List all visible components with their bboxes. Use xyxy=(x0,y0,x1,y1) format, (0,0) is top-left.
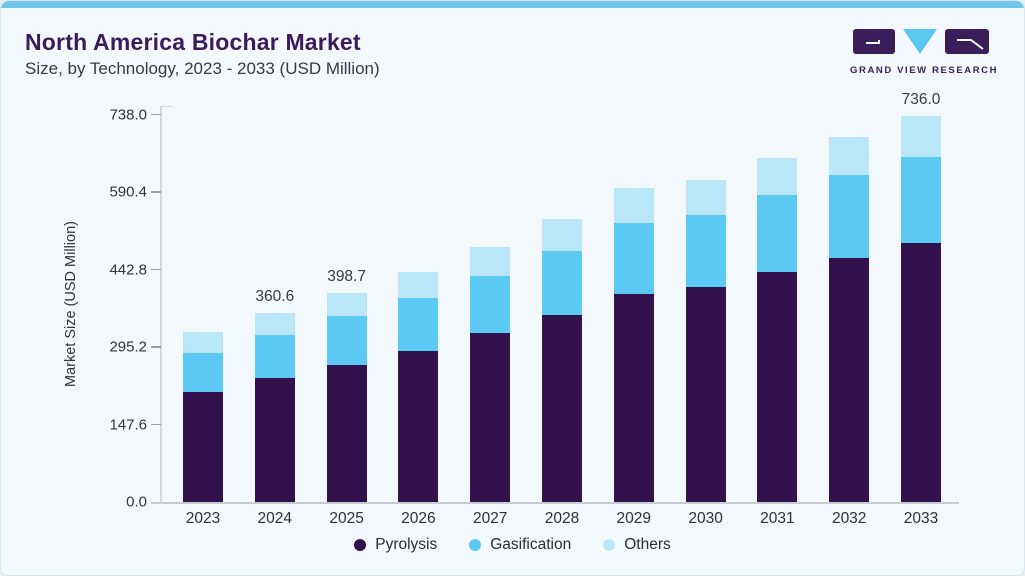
legend-dot-icon xyxy=(603,539,616,551)
bar-segment-others-2026 xyxy=(398,272,439,299)
top-accent-strip xyxy=(1,1,1024,8)
x-tick-label-2032: 2032 xyxy=(831,510,867,527)
bar-segment-pyrolysis-2025 xyxy=(326,364,367,502)
y-tick-mark xyxy=(151,191,161,193)
y-tick-label: 738.0 xyxy=(109,106,147,124)
bar-segment-gasification-2030 xyxy=(685,215,726,288)
y-axis-title: Market Size (USD Million) xyxy=(63,221,79,387)
bar-segment-pyrolysis-2029 xyxy=(613,293,654,502)
bar-segment-others-2032 xyxy=(829,137,870,176)
bar-segment-pyrolysis-2023 xyxy=(183,391,223,502)
legend-label: Others xyxy=(624,536,671,553)
bar-segment-gasification-2026 xyxy=(398,298,439,351)
bar-segment-gasification-2029 xyxy=(613,222,654,294)
y-axis-cap xyxy=(160,105,173,108)
x-tick-label-2024: 2024 xyxy=(257,510,293,527)
y-tick-mark xyxy=(151,113,161,116)
bar-segment-pyrolysis-2032 xyxy=(829,257,870,502)
bar-segment-others-2030 xyxy=(685,179,726,216)
y-tick-label: 0.0 xyxy=(126,493,147,511)
page-title: North America Biochar Market xyxy=(25,29,361,55)
legend-item-gasification: Gasification xyxy=(469,536,571,554)
y-tick-mark xyxy=(151,268,161,271)
bar-segment-gasification-2032 xyxy=(829,175,870,258)
y-axis-line xyxy=(160,105,162,502)
bar-segment-gasification-2027 xyxy=(470,275,511,334)
x-tick-label-2033: 2033 xyxy=(903,510,939,527)
y-tick-mark xyxy=(151,346,161,348)
bar-segment-others-2033 xyxy=(901,115,941,157)
legend-label: Pyrolysis xyxy=(375,536,438,553)
x-tick-label-2029: 2029 xyxy=(616,510,652,527)
bar-segment-others-2029 xyxy=(613,187,654,223)
bar-total-label-2033: 736.0 xyxy=(901,90,941,108)
x-tick-label-2028: 2028 xyxy=(544,510,580,527)
bar-segment-others-2023 xyxy=(183,332,223,353)
bar-segment-gasification-2024 xyxy=(254,335,295,379)
y-tick-label: 295.2 xyxy=(109,338,147,356)
legend-item-pyrolysis: Pyrolysis xyxy=(354,536,437,554)
bar-segment-pyrolysis-2026 xyxy=(398,350,439,502)
chart-legend: Pyrolysis Gasification Others xyxy=(1,536,1024,554)
bar-segment-gasification-2023 xyxy=(183,352,223,392)
bar-segment-others-2024 xyxy=(254,312,295,336)
y-tick-mark xyxy=(151,423,161,426)
x-tick-label-2023: 2023 xyxy=(185,510,221,527)
x-axis-line xyxy=(151,502,959,504)
x-tick-label-2026: 2026 xyxy=(401,510,436,527)
bar-segment-pyrolysis-2030 xyxy=(685,287,726,502)
gvr-logo-text: GRAND VIEW RESEARCH xyxy=(850,65,999,76)
bar-total-label-2024: 360.6 xyxy=(255,287,295,305)
legend-item-others: Others xyxy=(603,536,671,554)
bar-segment-pyrolysis-2024 xyxy=(254,378,295,502)
bar-segment-gasification-2025 xyxy=(326,315,367,365)
x-tick-label-2030: 2030 xyxy=(688,510,723,527)
page-subtitle: Size, by Technology, 2023 - 2033 (USD Mi… xyxy=(25,59,380,78)
bar-segment-gasification-2033 xyxy=(901,156,941,243)
x-tick-label-2027: 2027 xyxy=(472,510,508,527)
bar-segment-gasification-2028 xyxy=(542,250,582,315)
bar-segment-others-2025 xyxy=(326,292,367,316)
x-tick-label-2025: 2025 xyxy=(329,510,364,527)
y-tick-label: 442.8 xyxy=(109,261,147,279)
x-tick-label-2031: 2031 xyxy=(760,510,795,527)
bar-segment-others-2028 xyxy=(542,218,582,251)
legend-dot-icon xyxy=(469,539,482,551)
bar-total-label-2025: 398.7 xyxy=(327,267,366,285)
bar-segment-pyrolysis-2028 xyxy=(542,314,582,502)
legend-dot-icon xyxy=(354,539,367,551)
bar-segment-gasification-2031 xyxy=(757,195,798,273)
bar-segment-pyrolysis-2033 xyxy=(901,242,941,502)
bar-segment-pyrolysis-2031 xyxy=(757,272,798,502)
bar-segment-others-2027 xyxy=(470,247,511,276)
gvr-logo-mark xyxy=(853,29,989,54)
legend-label: Gasification xyxy=(490,536,572,553)
y-tick-label: 147.6 xyxy=(109,416,147,433)
bar-segment-others-2031 xyxy=(757,158,798,196)
gvr-logo: GRAND VIEW RESEARCH xyxy=(850,29,998,76)
y-tick-label: 590.4 xyxy=(109,183,147,201)
bar-segment-pyrolysis-2027 xyxy=(470,333,511,502)
